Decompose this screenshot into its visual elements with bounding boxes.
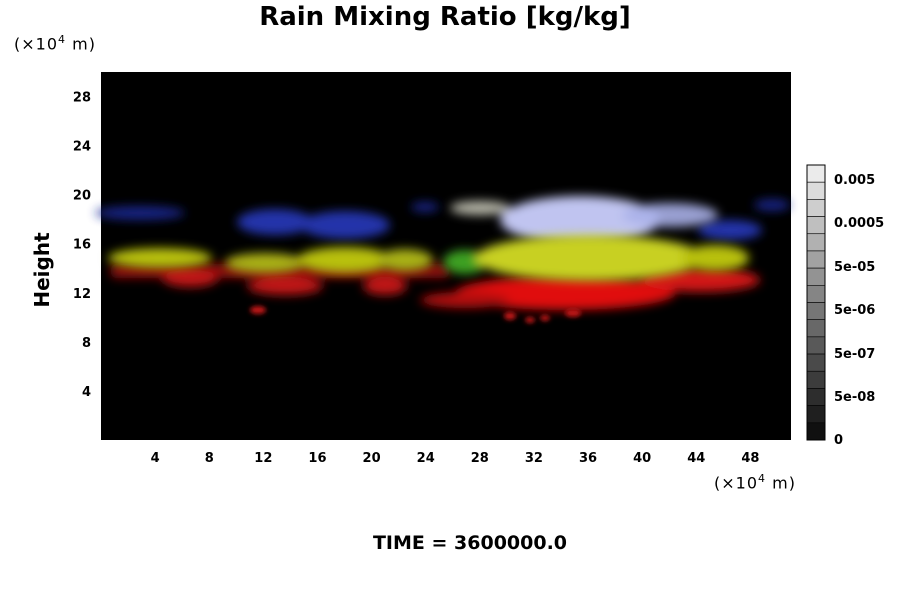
time-label: TIME = 3600000.0 bbox=[372, 532, 568, 554]
yellow-right bbox=[681, 245, 749, 271]
colorbar-swatch bbox=[806, 319, 826, 338]
colorbar-label: 0 bbox=[834, 433, 843, 448]
colorbar-frame bbox=[806, 164, 826, 441]
y-tick-label: 24 bbox=[73, 140, 91, 155]
y-tick-label: 8 bbox=[82, 336, 91, 351]
colorbar-swatch bbox=[806, 199, 826, 217]
x-axis-ticks: 4 8 12 16 20 24 28 32 36 40 44 48 bbox=[151, 451, 760, 466]
y-unit-prefix: (×10 bbox=[14, 34, 59, 54]
yellow-core bbox=[475, 235, 705, 281]
red-patch-2 bbox=[247, 277, 323, 295]
x-tick-label: 40 bbox=[633, 451, 651, 466]
colorbar-label: 0.005 bbox=[834, 173, 875, 188]
red-drop-3 bbox=[540, 315, 550, 321]
y-tick-label: 28 bbox=[73, 91, 91, 106]
x-tick-label: 20 bbox=[363, 451, 381, 466]
yellow-band-2 bbox=[225, 253, 305, 273]
red-blob-small bbox=[250, 306, 266, 314]
colorbar-swatch bbox=[806, 388, 826, 406]
red-patch-1 bbox=[162, 269, 218, 287]
yellow-band-3 bbox=[297, 247, 393, 273]
red-patch-3 bbox=[363, 277, 407, 295]
blue-cloud-mid2 bbox=[300, 211, 390, 239]
x-tick-label: 8 bbox=[205, 451, 214, 466]
colorbar: 0.005 0.0005 5e-05 5e-06 5e-07 5e-08 0 bbox=[806, 164, 884, 448]
x-tick-label: 36 bbox=[579, 451, 597, 466]
y-unit-exponent: 4 bbox=[58, 33, 67, 46]
colorbar-label: 5e-08 bbox=[834, 390, 875, 405]
anvil-right bbox=[622, 203, 718, 227]
blue-cloud-small bbox=[411, 202, 439, 212]
x-unit-exponent: 4 bbox=[758, 472, 767, 485]
red-drop-2 bbox=[525, 317, 535, 323]
x-tick-label: 4 bbox=[151, 451, 160, 466]
colorbar-swatch bbox=[806, 267, 826, 286]
x-tick-label: 16 bbox=[308, 451, 326, 466]
yellow-band-4 bbox=[377, 249, 433, 271]
colorbar-swatch bbox=[806, 285, 826, 303]
yellow-band-1 bbox=[108, 248, 212, 268]
chart-title: Rain Mixing Ratio [kg/kg] bbox=[259, 2, 631, 32]
x-tick-label: 24 bbox=[417, 451, 435, 466]
red-drop-4 bbox=[565, 309, 581, 317]
y-tick-label: 4 bbox=[82, 385, 91, 400]
rain-field bbox=[95, 196, 790, 323]
blue-cloud-far-right bbox=[754, 199, 790, 211]
y-tick-label: 16 bbox=[73, 238, 91, 253]
x-unit-suffix: m) bbox=[766, 473, 796, 493]
colorbar-swatch bbox=[806, 216, 826, 235]
blue-cloud-right bbox=[698, 220, 762, 240]
colorbar-swatch bbox=[806, 336, 826, 355]
red-tail bbox=[420, 292, 510, 308]
red-core bbox=[455, 276, 675, 310]
x-axis-unit: (×104 m) bbox=[714, 472, 796, 492]
anvil-core bbox=[500, 196, 660, 244]
blue-cloud-left bbox=[95, 206, 185, 220]
anvil-left bbox=[450, 201, 510, 215]
y-tick-label: 20 bbox=[73, 189, 91, 204]
x-unit-prefix: (×10 bbox=[714, 473, 759, 493]
colorbar-swatch bbox=[806, 370, 826, 389]
colorbar-swatch bbox=[806, 233, 826, 252]
x-tick-label: 28 bbox=[471, 451, 489, 466]
colorbar-swatch bbox=[806, 405, 826, 424]
colorbar-swatch bbox=[806, 181, 826, 200]
y-tick-label: 12 bbox=[73, 287, 91, 302]
colorbar-label: 5e-06 bbox=[834, 303, 875, 318]
colorbar-swatch bbox=[806, 250, 826, 269]
colorbar-swatch bbox=[806, 302, 826, 320]
colorbar-swatch bbox=[806, 353, 826, 372]
colorbar-label: 5e-05 bbox=[834, 260, 875, 275]
colorbar-label: 0.0005 bbox=[834, 216, 884, 231]
x-tick-label: 12 bbox=[254, 451, 272, 466]
x-tick-label: 44 bbox=[687, 451, 705, 466]
blue-cloud-mid bbox=[237, 209, 313, 235]
y-unit-suffix: m) bbox=[66, 34, 96, 54]
red-drop-1 bbox=[504, 312, 516, 320]
x-tick-label: 32 bbox=[525, 451, 543, 466]
x-tick-label: 48 bbox=[741, 451, 759, 466]
colorbar-swatch bbox=[806, 422, 826, 441]
colorbar-label: 5e-07 bbox=[834, 347, 875, 362]
y-axis-unit: (×104 m) bbox=[14, 33, 96, 53]
y-axis-ticks: 4 8 12 16 20 24 28 bbox=[73, 91, 91, 400]
colorbar-swatch bbox=[806, 164, 826, 183]
